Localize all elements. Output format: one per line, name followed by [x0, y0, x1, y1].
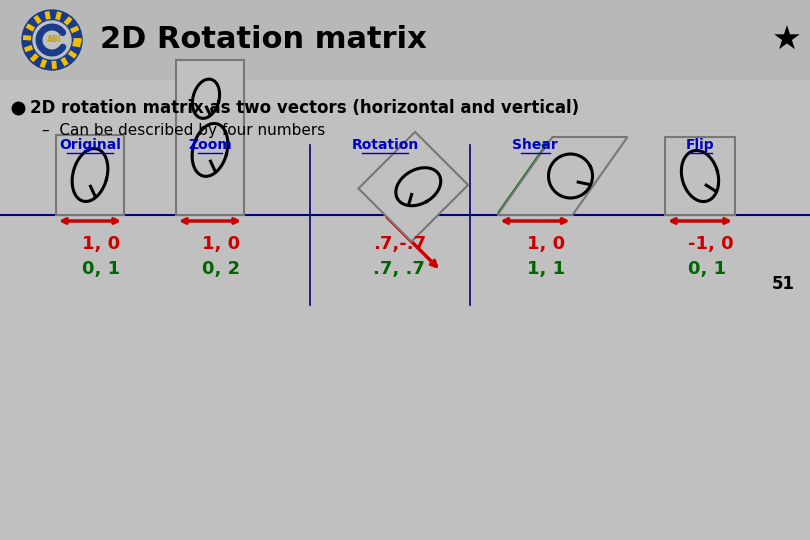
Text: .7, .7: .7, .7 — [373, 260, 425, 278]
Text: 1, 1: 1, 1 — [527, 260, 565, 278]
FancyBboxPatch shape — [0, 0, 810, 80]
Text: 1, 0: 1, 0 — [202, 235, 240, 253]
Polygon shape — [497, 137, 628, 215]
Text: 0, 1: 0, 1 — [82, 260, 120, 278]
Circle shape — [33, 21, 71, 59]
Text: Original: Original — [59, 138, 121, 152]
Circle shape — [22, 10, 82, 70]
Text: 1, 0: 1, 0 — [527, 235, 565, 253]
Text: 2D Rotation matrix: 2D Rotation matrix — [100, 25, 427, 55]
Text: .7,-.7: .7,-.7 — [373, 235, 426, 253]
Text: 1, 0: 1, 0 — [82, 235, 120, 253]
Text: Rotation: Rotation — [352, 138, 419, 152]
Text: 2D rotation matrix as two vectors (horizontal and vertical): 2D rotation matrix as two vectors (horiz… — [30, 99, 579, 117]
Text: 51: 51 — [772, 275, 795, 293]
Text: 0, 1: 0, 1 — [688, 260, 726, 278]
Polygon shape — [665, 137, 735, 215]
Text: Zoom: Zoom — [188, 138, 232, 152]
Text: –  Can be described by four numbers: – Can be described by four numbers — [42, 123, 326, 138]
Polygon shape — [56, 135, 124, 215]
Text: -1, 0: -1, 0 — [688, 235, 734, 253]
Polygon shape — [359, 132, 468, 241]
Text: Shear: Shear — [512, 138, 558, 152]
Text: Flip: Flip — [686, 138, 714, 152]
Text: 0, 2: 0, 2 — [202, 260, 240, 278]
Text: ★: ★ — [772, 24, 802, 57]
Text: ABI: ABI — [47, 36, 62, 44]
Polygon shape — [176, 60, 244, 215]
